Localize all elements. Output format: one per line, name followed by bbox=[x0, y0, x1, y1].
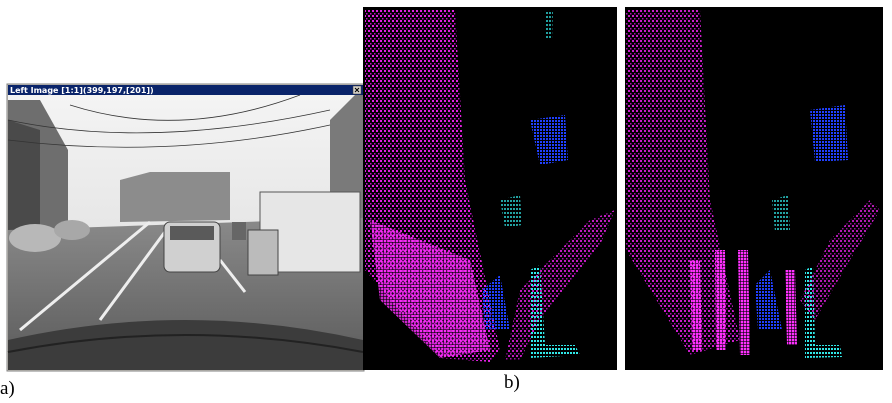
point-cloud-right bbox=[625, 7, 883, 370]
point-cloud-left bbox=[363, 7, 617, 370]
figure-label-b: b) bbox=[504, 372, 520, 393]
figure: Left Image [1:1](399,197,[201]) bbox=[0, 0, 892, 403]
camera-window: Left Image [1:1](399,197,[201]) bbox=[7, 84, 364, 371]
figure-label-a: a) bbox=[0, 378, 15, 399]
window-title: Left Image [1:1](399,197,[201]) bbox=[10, 86, 154, 95]
street-image bbox=[8, 95, 363, 370]
page: Left Image [1:1](399,197,[201]) bbox=[0, 0, 892, 403]
